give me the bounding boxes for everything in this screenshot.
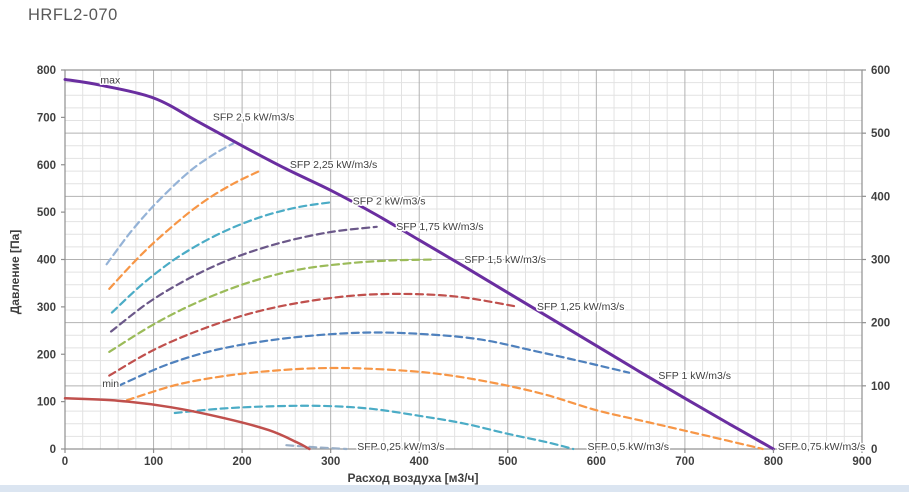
curve-sfp-1-25-kw-m3-s	[108, 292, 517, 377]
x-tick-label: 800	[764, 456, 783, 468]
label-sfp-2-5-kw-m3-s: SFP 2,5 kW/m3/s	[213, 111, 294, 123]
y-left-tick-label: 200	[37, 349, 56, 361]
curve-min	[63, 397, 311, 451]
chart-title: HRFL2-070	[28, 6, 118, 24]
x-tick-label: 200	[233, 456, 252, 468]
curve-labels: max min SFP 2,5 kW/m3/s SFP 2,25 kW/m3/s SFP…	[99, 73, 867, 455]
label-sfp-1-25-kw-m3-s: SFP 1,25 kW/m3/s	[537, 301, 624, 313]
x-tick-label: 300	[321, 456, 340, 468]
curve-sfp-1-75-kw-m3-s	[109, 225, 378, 333]
y-right-tick-label: 100	[871, 381, 890, 393]
curve-sfp-1-kw-m3-s	[117, 331, 631, 388]
label-sfp-0-5-kw-m3-s: SFP 0,5 kW/m3/s	[587, 441, 669, 453]
curve-sfp-2-5-kw-m3-s	[105, 142, 235, 266]
y-left-tick-label: 0	[50, 444, 56, 456]
curve-sfp-2-25-kw-m3-s	[108, 168, 263, 290]
x-tick-label: 600	[587, 456, 606, 468]
y-left-tick-label: 800	[37, 65, 56, 77]
curve-sfp-2-kw-m3-s	[110, 201, 333, 314]
label-min: min	[102, 378, 119, 390]
curve-sfp-0-75-kw-m3-s	[125, 366, 764, 451]
label-sfp-1-kw-m3-s: SFP 1 kW/m3/s	[658, 370, 731, 382]
curve-max	[63, 77, 775, 451]
y-left-tick-label: 500	[37, 207, 56, 219]
x-tick-label: 0	[62, 456, 68, 468]
x-tick-label: 900	[852, 456, 871, 468]
label-sfp-1-5-kw-m3-s: SFP 1,5 kW/m3/s	[464, 254, 546, 266]
x-tick-label: 400	[410, 456, 429, 468]
y-left-tick-label: 400	[37, 255, 56, 267]
axis-ticks: 0 100 200 300 400 500 600 700 800 900010020030040…	[37, 65, 890, 468]
y-right-tick-label: 0	[871, 444, 877, 456]
x-axis-title: Расход воздуха [м3/ч]	[348, 471, 479, 485]
label-sfp-1-75-kw-m3-s: SFP 1,75 kW/m3/s	[396, 221, 483, 233]
y-axis-title: Давление [Па]	[8, 230, 22, 315]
y-right-tick-label: 500	[871, 128, 890, 140]
label-sfp-2-kw-m3-s: SFP 2 kW/m3/s	[353, 196, 426, 208]
label-sfp-2-25-kw-m3-s: SFP 2,25 kW/m3/s	[290, 159, 377, 171]
label-max: max	[100, 74, 121, 86]
y-right-tick-label: 200	[871, 318, 890, 330]
x-tick-label: 100	[144, 456, 163, 468]
label-sfp-0-25-kw-m3-s: SFP 0,25 kW/m3/s	[357, 441, 444, 453]
x-tick-label: 500	[498, 456, 517, 468]
curve-sfp-0-25-kw-m3-s	[285, 444, 348, 451]
series-curves	[63, 77, 775, 451]
x-tick-label: 700	[675, 456, 694, 468]
y-right-tick-label: 400	[871, 191, 890, 203]
y-right-tick-label: 300	[871, 255, 890, 267]
curve-sfp-0-5-kw-m3-s	[173, 404, 575, 451]
y-left-tick-label: 100	[37, 397, 56, 409]
bottom-strip	[0, 485, 909, 492]
y-left-tick-label: 300	[37, 302, 56, 314]
y-left-tick-label: 700	[37, 112, 56, 124]
y-left-tick-label: 600	[37, 160, 56, 172]
curve-sfp-1-5-kw-m3-s	[108, 258, 435, 353]
label-sfp-0-75-kw-m3-s: SFP 0,75 kW/m3/s	[778, 441, 865, 453]
y-right-tick-label: 600	[871, 65, 890, 77]
